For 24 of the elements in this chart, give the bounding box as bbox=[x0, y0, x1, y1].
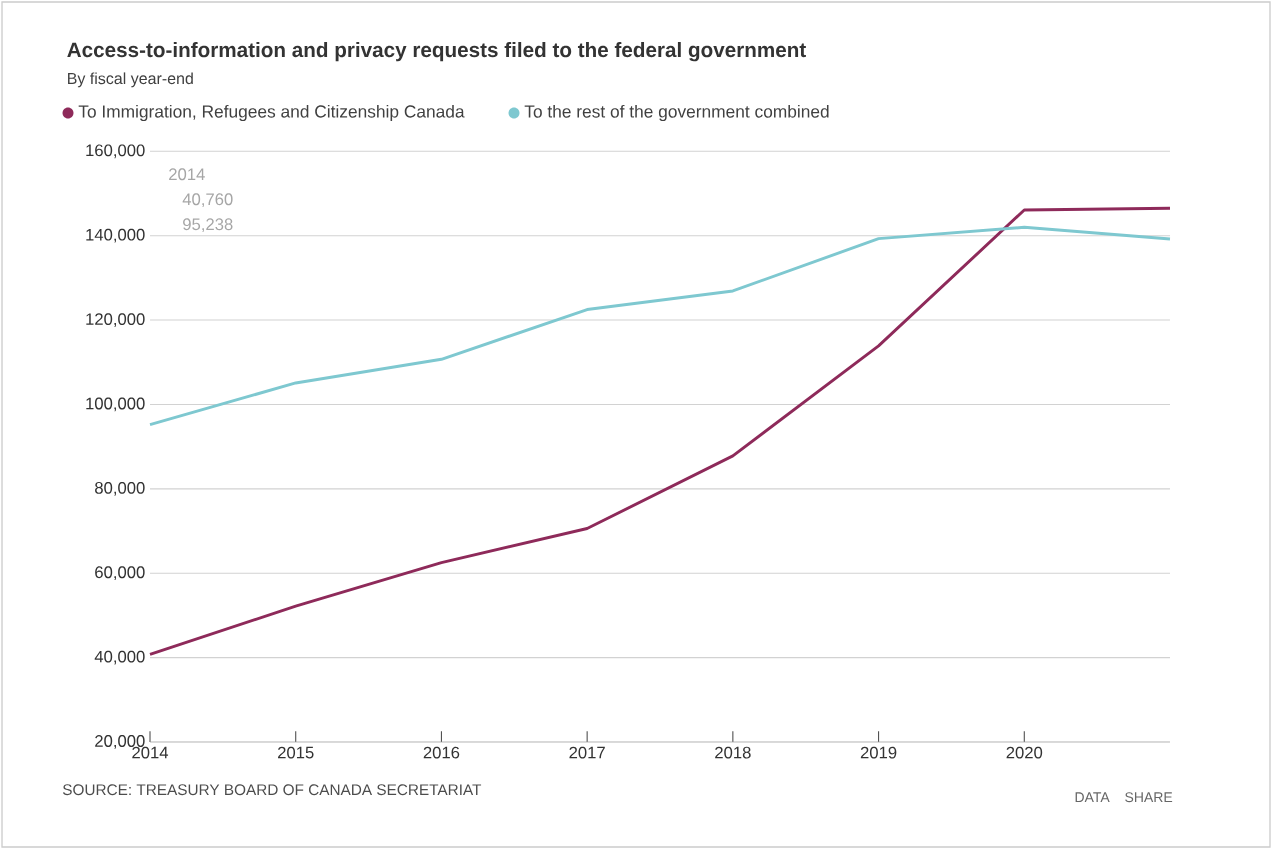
source-note: SOURCE: TREASURY BOARD OF CANADA SECRETARIAT bbox=[62, 784, 482, 796]
x-tick-label: 2020 bbox=[1006, 746, 1043, 759]
legend-label: To Immigration, Refugees and Citizenship Canada bbox=[78, 104, 465, 122]
chart-subtitle: By fiscal year-end bbox=[68, 72, 193, 88]
text: SHARE bbox=[1125, 792, 1173, 803]
y-tick-label: 100,000 bbox=[86, 397, 145, 412]
text: DATA bbox=[1075, 792, 1110, 802]
x-tick-label: 2018 bbox=[715, 746, 751, 759]
line-series bbox=[148, 206, 1172, 656]
y-tick-label: 140,000 bbox=[86, 228, 145, 243]
x-tick-label: 2019 bbox=[860, 746, 897, 759]
y-tick-label: 60,000 bbox=[95, 566, 145, 581]
y-tick-label: 120,000 bbox=[86, 313, 145, 327]
x-tick-label: 2016 bbox=[423, 746, 460, 759]
y-tick-label: 160,000 bbox=[86, 144, 145, 159]
chart-title: Access-to-information and privacy requests filed to the federal government bbox=[67, 42, 806, 62]
legend-label: To the rest of the government combined bbox=[524, 104, 829, 122]
y-tick-label: 40,000 bbox=[94, 650, 145, 665]
annotation: 40,760 bbox=[182, 193, 233, 208]
annotation: 2014 bbox=[169, 168, 205, 181]
y-tick-label: 80,000 bbox=[95, 481, 145, 496]
x-tick-label: 2017 bbox=[569, 746, 605, 759]
x-tick-label: 2015 bbox=[278, 746, 314, 759]
annotation: 95,238 bbox=[183, 218, 233, 233]
